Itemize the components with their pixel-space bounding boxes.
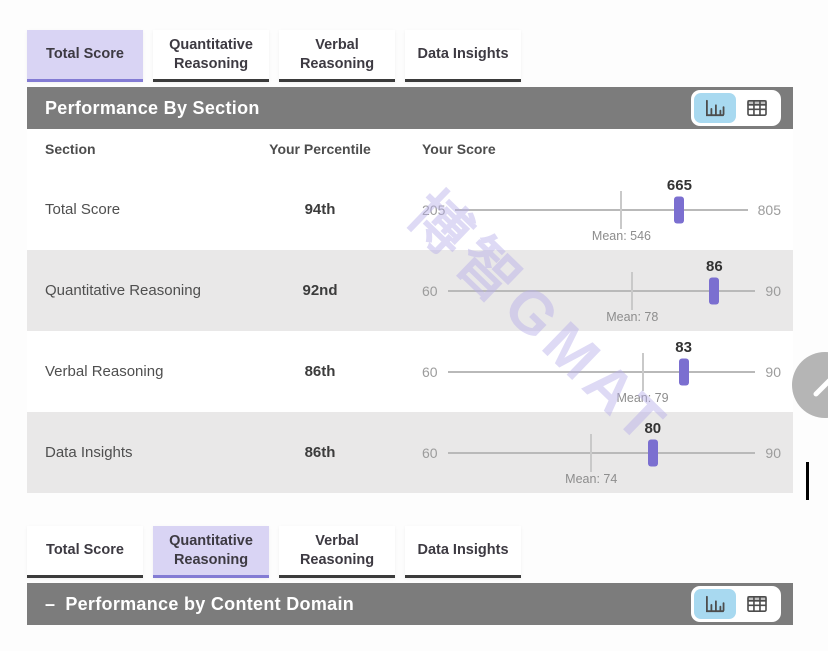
column-header-section: Section <box>45 141 96 157</box>
percentile-value: 94th <box>304 201 336 218</box>
view-toggle <box>691 90 781 126</box>
scale-max-label: 805 <box>757 201 781 218</box>
score-marker <box>678 358 689 385</box>
section-label: Quantitative Reasoning <box>45 282 201 299</box>
mean-tick <box>590 433 593 472</box>
tab-quantitative-reasoning[interactable]: Quantitative Reasoning <box>153 30 269 82</box>
bar-chart-view-button[interactable] <box>694 93 736 123</box>
tab-verbal-reasoning[interactable]: Verbal Reasoning <box>279 30 395 82</box>
score-slider: 60 Mean: 74 80 90 <box>395 414 793 492</box>
percentile-value: 86th <box>304 444 336 461</box>
tab-total-score[interactable]: Total Score <box>27 30 143 82</box>
scale-min-label: 60 <box>422 444 438 461</box>
slider-track-line <box>447 289 756 292</box>
mean-label: Mean: 79 <box>616 390 669 405</box>
score-value-label: 86 <box>706 257 723 275</box>
mean-tick <box>631 271 634 310</box>
text-cursor <box>806 462 809 500</box>
table-row: Quantitative Reasoning 92nd 60 Mean: 78 … <box>27 250 793 331</box>
score-value-label: 665 <box>666 176 692 194</box>
scale-min-label: 60 <box>422 282 438 299</box>
table-row: Total Score 94th 205 Mean: 546 665 805 <box>27 169 793 250</box>
slider-track-line <box>455 208 748 211</box>
bar-chart-icon <box>704 99 726 117</box>
slider-track-line <box>447 451 756 454</box>
score-track: Mean: 74 80 <box>447 414 756 492</box>
table-view-button[interactable] <box>736 93 778 123</box>
table-icon <box>746 99 768 117</box>
panel-title: – Performance by Content Domain <box>45 593 355 614</box>
score-marker <box>647 439 658 466</box>
tab-data-insights[interactable]: Data Insights <box>405 526 521 578</box>
scroll-to-top-button[interactable] <box>792 352 828 418</box>
score-marker <box>674 196 685 223</box>
score-slider: 60 Mean: 78 86 90 <box>395 252 793 330</box>
score-value-label: 83 <box>675 338 692 356</box>
score-slider: 60 Mean: 79 83 90 <box>395 333 793 411</box>
percentile-value: 86th <box>304 363 336 380</box>
score-track: Mean: 79 83 <box>447 333 756 411</box>
section-tab-bar: Total Score Quantitative Reasoning Verba… <box>27 0 793 82</box>
domain-tab-bar: Total Score Quantitative Reasoning Verba… <box>27 493 793 578</box>
section-label: Total Score <box>45 201 121 218</box>
collapse-icon[interactable]: – <box>45 593 56 614</box>
mean-label: Mean: 546 <box>591 228 652 243</box>
arrow-up-icon <box>792 378 828 421</box>
scale-max-label: 90 <box>765 282 781 299</box>
tab-verbal-reasoning[interactable]: Verbal Reasoning <box>279 526 395 578</box>
scale-max-label: 90 <box>765 363 781 380</box>
tab-total-score[interactable]: Total Score <box>27 526 143 578</box>
scale-min-label: 205 <box>422 201 446 218</box>
section-label: Verbal Reasoning <box>45 363 164 380</box>
table-icon <box>746 595 768 613</box>
score-value-label: 80 <box>644 419 662 437</box>
score-marker <box>709 277 720 304</box>
performance-by-section-header: Performance By Section <box>27 87 793 129</box>
performance-by-content-domain-header: – Performance by Content Domain <box>27 583 793 625</box>
view-toggle <box>691 586 781 622</box>
column-header-your-percentile: Your Percentile <box>269 141 371 157</box>
mean-tick <box>620 190 623 229</box>
scale-min-label: 60 <box>422 363 438 380</box>
mean-label: Mean: 78 <box>606 309 659 324</box>
score-slider: 205 Mean: 546 665 805 <box>395 171 793 249</box>
bar-chart-icon <box>704 595 726 613</box>
table-row: Data Insights 86th 60 Mean: 74 80 90 <box>27 412 793 493</box>
panel-title: Performance By Section <box>45 97 260 118</box>
section-label: Data Insights <box>45 444 133 461</box>
tab-data-insights[interactable]: Data Insights <box>405 30 521 82</box>
tab-quantitative-reasoning[interactable]: Quantitative Reasoning <box>153 526 269 578</box>
table-row: Verbal Reasoning 86th 60 Mean: 79 83 90 <box>27 331 793 412</box>
mean-tick <box>641 352 644 391</box>
table-header-row: Section Your Percentile Your Score <box>27 129 793 169</box>
table-view-button[interactable] <box>736 589 778 619</box>
mean-label: Mean: 74 <box>565 471 618 486</box>
slider-track-line <box>447 370 756 373</box>
score-track: Mean: 78 86 <box>447 252 756 330</box>
percentile-value: 92nd <box>302 282 338 299</box>
column-header-your-score: Your Score <box>422 141 496 157</box>
scale-max-label: 90 <box>765 444 781 461</box>
score-track: Mean: 546 665 <box>455 171 748 249</box>
bar-chart-view-button[interactable] <box>694 589 736 619</box>
